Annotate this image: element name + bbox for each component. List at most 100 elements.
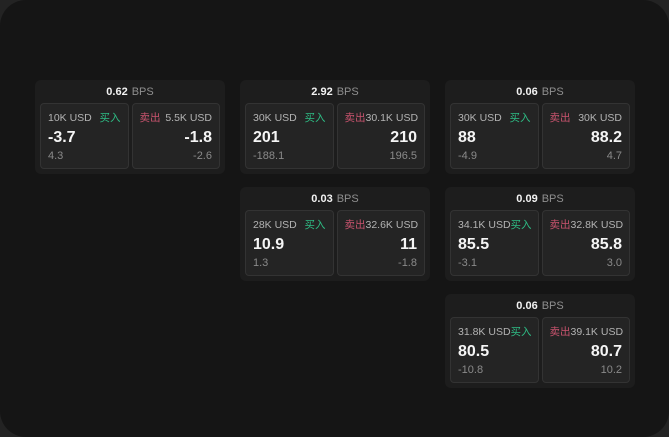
sell-tile-top: 卖出 32.6K USD [344, 217, 419, 232]
bps-header: 0.62 BPS [35, 80, 225, 103]
bps-value: 0.06 [516, 299, 538, 312]
sell-tile[interactable]: 卖出 30K USD 88.2 4.7 [541, 103, 630, 169]
sell-size-label: 32.6K USD [365, 218, 419, 231]
bps-header: 0.06 BPS [445, 294, 635, 317]
buy-delta: -188.1 [253, 150, 285, 162]
quote-card: 0.06 BPS 30K USD 买入 88 -4.9 卖出 30K USD 8… [445, 80, 635, 174]
quote-card: 0.03 BPS 28K USD 买入 10.9 1.3 卖出 32.6K US… [240, 187, 430, 281]
buy-size-label: 28K USD [253, 218, 297, 231]
bps-header: 2.92 BPS [240, 80, 430, 103]
sell-price: 85.8 [590, 235, 622, 253]
buy-side-label: 买入 [509, 112, 531, 124]
sell-side-label: 卖出 [549, 112, 571, 124]
sell-price: 88.2 [590, 128, 622, 146]
quote-panels: 10K USD 买入 -3.7 4.3 卖出 5.5K USD -1.8 -2.… [35, 103, 225, 174]
sell-tile-top: 卖出 39.1K USD [549, 324, 624, 339]
quote-panels: 31.8K USD 买入 80.5 -10.8 卖出 39.1K USD 80.… [445, 317, 635, 388]
buy-tile[interactable]: 30K USD 买入 88 -4.9 [450, 103, 539, 169]
sell-tile[interactable]: 卖出 30.1K USD 210 196.5 [336, 103, 425, 169]
buy-delta: -4.9 [458, 150, 477, 162]
buy-delta: 1.3 [253, 257, 269, 269]
quote-card: 0.09 BPS 34.1K USD 买入 85.5 -3.1 卖出 32.8K… [445, 187, 635, 281]
buy-size-label: 30K USD [253, 111, 297, 124]
sell-size-label: 39.1K USD [570, 325, 624, 338]
buy-size-label: 30K USD [458, 111, 502, 124]
buy-price: 88 [458, 128, 476, 146]
sell-side-label: 卖出 [344, 112, 366, 124]
buy-side-label: 买入 [510, 326, 532, 338]
buy-tile-top: 31.8K USD 买入 [458, 324, 532, 339]
bps-unit-label: BPS [336, 85, 359, 98]
buy-size-label: 34.1K USD [458, 218, 511, 231]
buy-size-label: 31.8K USD [458, 325, 511, 338]
buy-delta: 4.3 [48, 150, 64, 162]
bps-value: 0.62 [106, 85, 128, 98]
sell-tile[interactable]: 卖出 32.8K USD 85.8 3.0 [541, 210, 630, 276]
buy-size-label: 10K USD [48, 111, 92, 124]
buy-price: 201 [253, 128, 280, 146]
buy-tile-top: 30K USD 买入 [458, 110, 531, 125]
buy-price: 80.5 [458, 342, 490, 360]
sell-tile-top: 卖出 32.8K USD [549, 217, 624, 232]
sell-price: 11 [400, 235, 417, 253]
buy-tile-top: 30K USD 买入 [253, 110, 326, 125]
bps-header: 0.03 BPS [240, 187, 430, 210]
buy-tile[interactable]: 28K USD 买入 10.9 1.3 [245, 210, 334, 276]
bps-header: 0.06 BPS [445, 80, 635, 103]
bps-value: 0.06 [516, 85, 538, 98]
buy-price: 85.5 [458, 235, 490, 253]
sell-price: 210 [390, 128, 417, 146]
sell-side-label: 卖出 [549, 219, 571, 231]
sell-size-label: 30K USD [578, 111, 622, 124]
buy-side-label: 买入 [304, 112, 326, 124]
buy-tile[interactable]: 10K USD 买入 -3.7 4.3 [40, 103, 129, 169]
sell-side-label: 卖出 [139, 112, 161, 124]
bps-value: 0.03 [311, 192, 333, 205]
sell-delta: 4.7 [606, 150, 622, 162]
sell-delta: 3.0 [606, 257, 622, 269]
bps-value: 2.92 [311, 85, 333, 98]
sell-size-label: 30.1K USD [365, 111, 419, 124]
sell-tile-top: 卖出 30K USD [550, 110, 623, 125]
sell-tile-top: 卖出 30.1K USD [344, 110, 419, 125]
sell-tile[interactable]: 卖出 5.5K USD -1.8 -2.6 [131, 103, 220, 169]
bps-unit-label: BPS [336, 192, 359, 205]
buy-side-label: 买入 [510, 219, 532, 231]
sell-delta: -2.6 [193, 150, 212, 162]
quote-panels: 34.1K USD 买入 85.5 -3.1 卖出 32.8K USD 85.8… [445, 210, 635, 281]
buy-tile[interactable]: 34.1K USD 买入 85.5 -3.1 [450, 210, 539, 276]
buy-tile[interactable]: 31.8K USD 买入 80.5 -10.8 [450, 317, 539, 383]
buy-tile[interactable]: 30K USD 买入 201 -188.1 [245, 103, 334, 169]
quote-panels: 30K USD 买入 201 -188.1 卖出 30.1K USD 210 1… [240, 103, 430, 174]
sell-size-label: 5.5K USD [165, 111, 212, 124]
sell-delta: 196.5 [389, 150, 417, 162]
sell-delta: 10.2 [600, 364, 622, 376]
quote-card: 0.62 BPS 10K USD 买入 -3.7 4.3 卖出 5.5K USD… [35, 80, 225, 174]
sell-price: -1.8 [184, 128, 212, 146]
bps-header: 0.09 BPS [445, 187, 635, 210]
quote-panels: 30K USD 买入 88 -4.9 卖出 30K USD 88.2 4.7 [445, 103, 635, 174]
sell-tile[interactable]: 卖出 39.1K USD 80.7 10.2 [541, 317, 630, 383]
sell-price: 80.7 [590, 342, 622, 360]
buy-price: -3.7 [48, 128, 76, 146]
bps-value: 0.09 [516, 192, 538, 205]
quote-card: 2.92 BPS 30K USD 买入 201 -188.1 卖出 30.1K … [240, 80, 430, 174]
sell-tile-top: 卖出 5.5K USD [140, 110, 213, 125]
buy-delta: -10.8 [458, 364, 484, 376]
bps-unit-label: BPS [131, 85, 154, 98]
bps-unit-label: BPS [541, 192, 564, 205]
sell-tile[interactable]: 卖出 32.6K USD 11 -1.8 [336, 210, 425, 276]
buy-tile-top: 10K USD 买入 [48, 110, 121, 125]
sell-delta: -1.8 [398, 257, 417, 269]
buy-side-label: 买入 [304, 219, 326, 231]
sell-side-label: 卖出 [549, 326, 571, 338]
buy-price: 10.9 [253, 235, 285, 253]
buy-side-label: 买入 [99, 112, 121, 124]
buy-delta: -3.1 [458, 257, 477, 269]
sell-size-label: 32.8K USD [570, 218, 624, 231]
quote-card: 0.06 BPS 31.8K USD 买入 80.5 -10.8 卖出 39.1… [445, 294, 635, 388]
buy-tile-top: 28K USD 买入 [253, 217, 326, 232]
sell-side-label: 卖出 [344, 219, 366, 231]
quote-panels: 28K USD 买入 10.9 1.3 卖出 32.6K USD 11 -1.8 [240, 210, 430, 281]
bps-unit-label: BPS [541, 85, 564, 98]
